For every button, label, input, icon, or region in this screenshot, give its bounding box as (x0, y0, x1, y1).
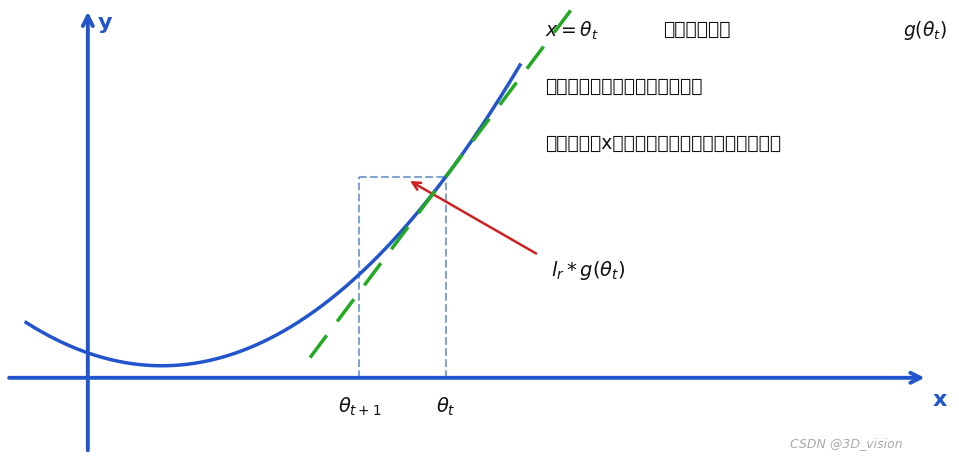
Text: 处的梯度大小: 处的梯度大小 (664, 19, 731, 38)
Text: 此时梯度为正，从函数走势看，: 此时梯度为正，从函数走势看， (545, 77, 702, 96)
Text: 当前自变量x需要减去梯度才能往最小值处优化: 当前自变量x需要减去梯度才能往最小值处优化 (545, 134, 781, 153)
Text: $x = \theta_t$: $x = \theta_t$ (545, 19, 598, 42)
Text: $\theta_{t+1}$: $\theta_{t+1}$ (338, 396, 381, 418)
Text: $l_r*g(\theta_t)$: $l_r*g(\theta_t)$ (550, 259, 625, 282)
Text: y: y (98, 13, 112, 33)
Text: $g(\theta_t)$: $g(\theta_t)$ (902, 19, 947, 43)
Text: CSDN @3D_vision: CSDN @3D_vision (790, 437, 902, 450)
Text: x: x (933, 390, 947, 410)
Text: $\theta_t$: $\theta_t$ (436, 396, 456, 418)
